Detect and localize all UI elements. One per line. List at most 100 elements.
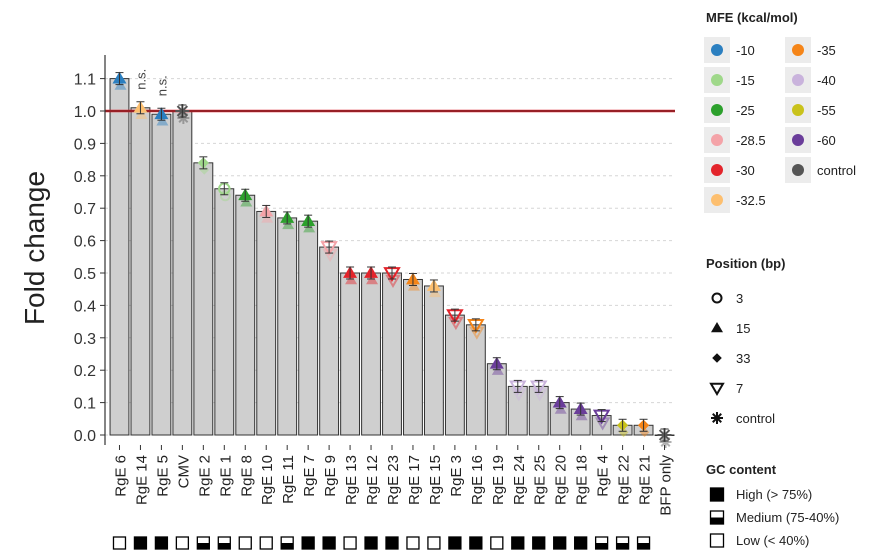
markers: [112, 71, 672, 448]
bar: [214, 188, 235, 436]
y-tick-label: 0.0: [74, 428, 96, 445]
x-tick-label: RgE 10: [259, 455, 276, 505]
legend-mfe-dot: [792, 134, 804, 146]
y-tick-label: 0.4: [74, 298, 96, 315]
gc-box: [448, 536, 462, 550]
marker-triangle-down: [594, 417, 611, 431]
x-tick-label: RgE 25: [532, 455, 549, 505]
legend-mfe-dot: [792, 164, 804, 176]
marker-asterisk: [177, 112, 190, 124]
legend-mfe-label: -30: [736, 163, 755, 178]
bars: [109, 78, 675, 436]
legend-gc-label: Medium (75-40%): [736, 510, 839, 525]
legend-position-label: control: [736, 411, 775, 426]
x-tick-label: RgE 23: [385, 455, 402, 505]
gc-box: [364, 536, 378, 550]
gc-box-half: [218, 543, 231, 549]
gc-box: [343, 536, 357, 550]
legend-position-label: 7: [736, 381, 743, 396]
marker-diamond: [639, 427, 650, 438]
bar: [382, 272, 402, 436]
x-tick-label: RgE 3: [448, 455, 465, 497]
legend-mfe-dot: [711, 104, 723, 116]
x-tick-label: RgE 2: [196, 455, 213, 497]
y-tick-label: 0.6: [74, 234, 96, 251]
marker-asterisk: [659, 436, 672, 448]
marker-triangle-down: [469, 326, 485, 340]
y-tick-label: 0.1: [74, 396, 96, 413]
gc-box: [574, 536, 588, 550]
legend-mfe-label: -28.5: [736, 133, 766, 148]
x-tick-label: RgE 20: [553, 455, 570, 505]
legend-mfe-label: control: [817, 163, 856, 178]
bar: [444, 314, 465, 436]
gc-box: [553, 536, 567, 550]
bar: [235, 194, 256, 436]
asterisk-stroke: [660, 437, 671, 447]
ns-annotation: n.s.: [133, 69, 148, 90]
x-tick-label: RgE 11: [280, 455, 297, 504]
asterisk-stroke: [178, 113, 189, 123]
gc-box: [532, 536, 546, 550]
x-tick-label: RgE 12: [364, 455, 381, 505]
y-tick-label: 0.3: [74, 331, 96, 348]
gc-box: [490, 536, 504, 550]
marker-circle: [219, 190, 231, 202]
x-tick-label: RgE 14: [133, 455, 150, 505]
gc-box: [301, 536, 315, 550]
legend-mfe-label: -60: [817, 133, 836, 148]
marker-asterisk: [711, 412, 723, 424]
gc-box-half: [637, 543, 650, 549]
x-tick-label: CMV: [175, 455, 192, 488]
x-tick-label: RgE 19: [490, 455, 507, 505]
y-tick-label: 1.1: [74, 72, 96, 89]
x-tick-label: BFP only: [658, 455, 675, 516]
bar: [465, 324, 486, 436]
legend-mfe-label: -25: [736, 103, 755, 118]
marker-triangle-down: [709, 382, 725, 396]
x-tick-label: RgE 9: [322, 455, 339, 497]
bar: [130, 107, 151, 436]
x-tick-label: RgE 6: [112, 455, 129, 497]
bar: [361, 272, 381, 436]
y-tick-label: 1.0: [74, 104, 96, 121]
legend-mfe-dot: [711, 194, 723, 206]
marker-triangle-down: [322, 248, 338, 263]
gc-box: [511, 536, 525, 550]
y-tick-label: 0.5: [74, 266, 96, 283]
marker-diamond: [618, 427, 629, 438]
bar: [403, 278, 423, 436]
x-tick-label: RgE 16: [469, 455, 486, 505]
legend-position-label: 3: [736, 291, 743, 306]
y-axis-label: Fold change: [19, 171, 50, 325]
ns-annotation: n.s.: [154, 75, 169, 96]
marker-circle: [711, 292, 723, 304]
y-tick-label: 0.2: [74, 363, 96, 380]
asterisk-stroke: [178, 113, 189, 123]
legend-gc-label: High (> 75%): [736, 487, 812, 502]
gc-box: [175, 536, 190, 550]
legend-mfe-label: -32.5: [736, 193, 766, 208]
x-tick-label: RgE 5: [154, 455, 171, 497]
legend-mfe-dot: [792, 44, 804, 56]
marker-triangle-up: [711, 322, 723, 333]
x-tick-label: RgE 1: [217, 455, 234, 497]
x-tick-label: RgE 8: [238, 455, 255, 497]
asterisk-stroke: [712, 413, 722, 423]
bar: [151, 113, 172, 436]
gc-box: [385, 536, 399, 550]
gc-box: [469, 536, 483, 550]
legend-gc-label: Low (< 40%): [736, 533, 809, 548]
marker-diamond: [199, 165, 210, 175]
x-tick-label: RgE 24: [511, 455, 528, 505]
bar: [193, 162, 214, 436]
gc-box: [259, 536, 273, 550]
bar: [109, 78, 130, 436]
gc-box: [406, 536, 420, 550]
y-tick-label: 0.8: [74, 169, 96, 186]
x-tick-label: RgE 15: [427, 455, 444, 505]
x-tick-label: RgE 13: [343, 455, 360, 505]
y-tick-label: 0.7: [74, 201, 96, 218]
legend-mfe-label: -55: [817, 103, 836, 118]
legend-mfe-dot: [711, 44, 723, 56]
